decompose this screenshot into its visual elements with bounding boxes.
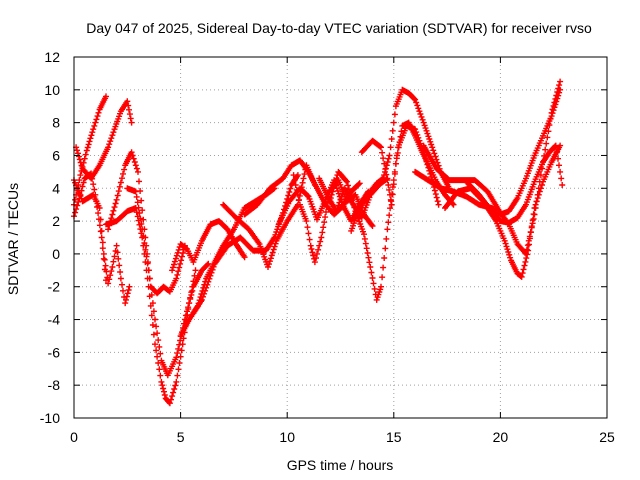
plot-frame <box>73 56 608 419</box>
series-r <box>358 119 457 208</box>
plus-markers-j <box>190 172 301 316</box>
series-f <box>103 205 199 407</box>
x-tick-label: 5 <box>177 429 185 445</box>
data-marks <box>71 78 566 407</box>
y-tick-label: -4 <box>48 312 61 328</box>
y-tick-label: 2 <box>52 213 60 229</box>
y-tick-label: -2 <box>48 279 61 295</box>
y-tick-label: 6 <box>52 147 60 163</box>
y-tick-labels: -10 -8 -6 -4 -2 0 2 4 6 8 10 12 <box>40 49 60 426</box>
plus-markers-q <box>348 86 453 234</box>
x-tick-label: 10 <box>279 429 295 445</box>
x-tick-label: 20 <box>493 429 509 445</box>
series-j <box>190 172 301 316</box>
plus-markers-h <box>169 218 248 274</box>
chart-title: Day 047 of 2025, Sidereal Day-to-day VTE… <box>86 20 592 36</box>
y-tick-label: -8 <box>48 377 61 393</box>
plus-markers-f <box>103 205 199 407</box>
grid-lines <box>74 57 607 418</box>
x-tick-labels: 0 5 10 15 20 25 <box>70 429 615 445</box>
axis-ticks <box>73 56 608 419</box>
x-tick-label: 25 <box>599 429 615 445</box>
plus-markers-d <box>71 177 133 307</box>
y-tick-label: 12 <box>44 49 60 65</box>
x-tick-label: 15 <box>386 429 402 445</box>
series-d <box>71 177 133 307</box>
x-tick-label: 0 <box>70 429 78 445</box>
plus-markers-t <box>420 78 564 257</box>
y-tick-label: -6 <box>48 344 61 360</box>
series-t <box>420 78 564 257</box>
series-h <box>169 218 248 274</box>
y-tick-label: -10 <box>40 410 60 426</box>
y-tick-label: 0 <box>52 246 60 262</box>
y-tick-label: 8 <box>52 115 60 131</box>
plus-markers-v <box>463 142 566 226</box>
y-axis-label: SDTVAR / TECUs <box>5 183 21 295</box>
x-axis-label: GPS time / hours <box>287 457 394 473</box>
series-v <box>463 142 566 226</box>
series-q <box>348 86 453 234</box>
plus-markers-s <box>412 86 564 218</box>
y-tick-label: 4 <box>52 180 60 196</box>
series-s <box>412 86 564 218</box>
plus-markers-r <box>358 119 457 208</box>
y-tick-label: 10 <box>44 82 60 98</box>
